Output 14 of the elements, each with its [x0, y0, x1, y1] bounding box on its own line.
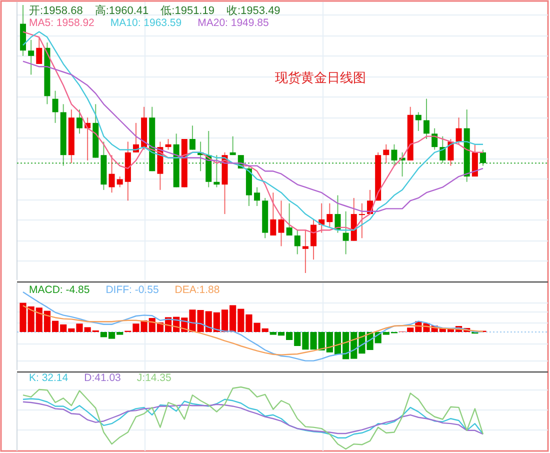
annotation: 高:1960.41	[94, 5, 149, 17]
legend-item: MA5: 1958.92	[29, 17, 94, 29]
annotation: 低:1951.19	[160, 5, 214, 17]
legend-item: K: 32.14	[29, 372, 68, 384]
legend-item: DIFF: -0.55	[106, 284, 159, 296]
legend-item: MA10: 1963.59	[110, 17, 182, 29]
legend-item: DEA:1.88	[174, 284, 220, 296]
legend-item: J:14.35	[136, 372, 172, 384]
legend-item: D:41.03	[84, 372, 121, 384]
legend-item: MA20: 1949.85	[198, 17, 269, 29]
annotation: 收:1953.49	[226, 5, 280, 17]
annotation: 开:1958.68	[29, 5, 83, 17]
title: 现货黄金日线图	[275, 70, 366, 85]
legend-item: MACD: -4.85	[29, 284, 90, 296]
